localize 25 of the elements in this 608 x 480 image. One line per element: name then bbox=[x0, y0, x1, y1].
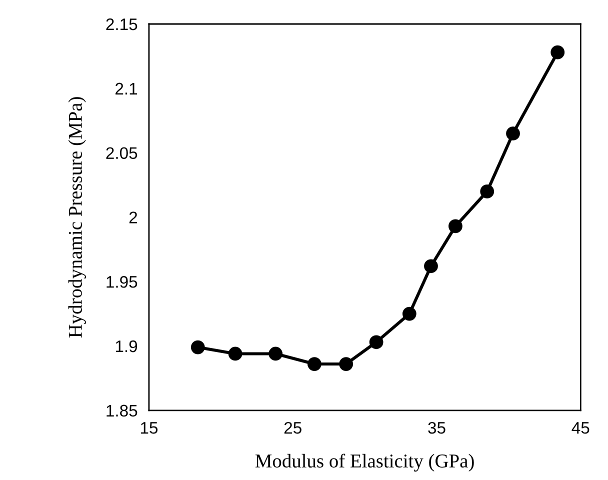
point bbox=[550, 45, 565, 60]
point bbox=[268, 346, 283, 361]
y-axis-title: Hydrodynamic Pressure (MPa) bbox=[68, 97, 86, 338]
x-tick-label: 45 bbox=[572, 422, 590, 434]
y-tick-label: 1.95 bbox=[106, 276, 138, 288]
point bbox=[402, 306, 416, 321]
x-tick-label: 35 bbox=[428, 422, 446, 434]
point bbox=[506, 126, 520, 140]
y-tick-label: 2.15 bbox=[106, 18, 138, 30]
y-tick-label: 2 bbox=[129, 212, 138, 224]
point bbox=[190, 340, 205, 354]
point bbox=[307, 357, 322, 371]
y-tick-label: 1.85 bbox=[106, 404, 138, 417]
point bbox=[448, 219, 462, 234]
x-tick-label: 15 bbox=[140, 422, 158, 434]
y-tick-label: 2.1 bbox=[116, 82, 138, 94]
x-tick-label: 25 bbox=[284, 422, 302, 434]
y-tick-label: 2.05 bbox=[106, 147, 138, 160]
point bbox=[369, 335, 384, 350]
x-axis-title: Modulus of Elasticity (GPa) bbox=[255, 454, 474, 472]
y-tick-label: 1.9 bbox=[116, 340, 138, 352]
point bbox=[480, 184, 494, 198]
point bbox=[228, 346, 242, 361]
point bbox=[339, 357, 354, 371]
point bbox=[424, 259, 438, 274]
